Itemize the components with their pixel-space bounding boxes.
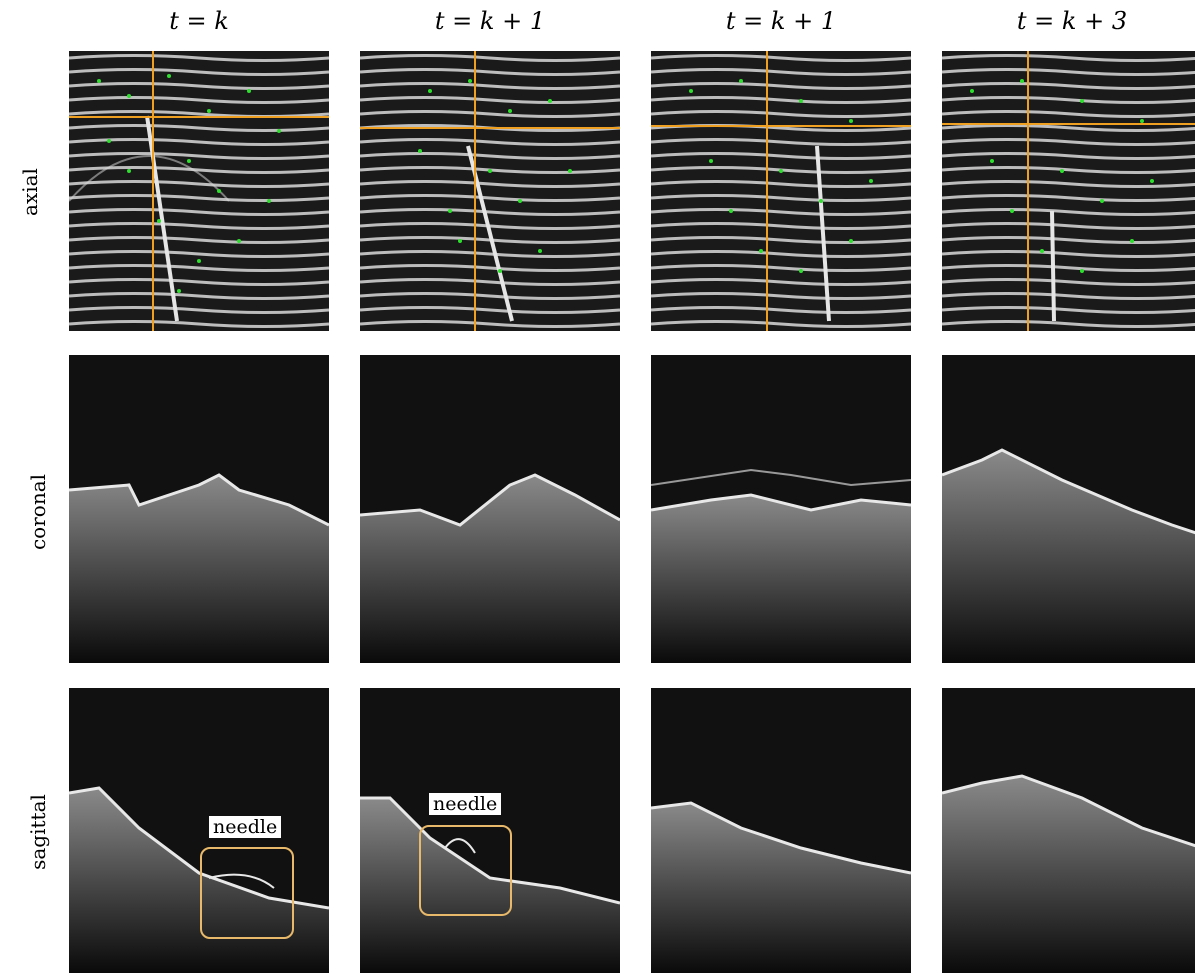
row-label-axial: axial bbox=[17, 168, 42, 216]
axial-panel-4 bbox=[942, 51, 1195, 331]
axial-image-1 bbox=[69, 51, 329, 331]
needle-label-1: needle bbox=[209, 816, 282, 838]
sagittal-image-1 bbox=[69, 688, 329, 973]
coronal-panel-2 bbox=[360, 355, 620, 663]
axial-panel-2 bbox=[360, 51, 620, 331]
needle-box-2 bbox=[419, 825, 512, 916]
axial-image-2 bbox=[360, 51, 620, 331]
axial-panel-1 bbox=[69, 51, 329, 331]
sagittal-panel-4 bbox=[942, 688, 1195, 973]
sagittal-panel-2 bbox=[360, 688, 620, 973]
coronal-image-2 bbox=[360, 355, 620, 663]
needle-box-1 bbox=[200, 847, 294, 939]
needle-label-2: needle bbox=[429, 793, 502, 815]
coronal-image-4 bbox=[942, 355, 1195, 663]
sagittal-panel-1 bbox=[69, 688, 329, 973]
coronal-panel-1 bbox=[69, 355, 329, 663]
column-title-1: t = k bbox=[169, 7, 229, 35]
column-title-2: t = k + 1 bbox=[434, 7, 546, 35]
column-title-3: t = k + 1 bbox=[725, 7, 837, 35]
coronal-image-1 bbox=[69, 355, 329, 663]
sagittal-image-4 bbox=[942, 688, 1195, 973]
sagittal-image-2 bbox=[360, 688, 620, 973]
sagittal-panel-3 bbox=[651, 688, 911, 973]
sagittal-image-3 bbox=[651, 688, 911, 973]
row-label-sagittal: sagittal bbox=[25, 794, 50, 870]
coronal-panel-4 bbox=[942, 355, 1195, 663]
coronal-image-3 bbox=[651, 355, 911, 663]
axial-panel-3 bbox=[651, 51, 911, 331]
coronal-panel-3 bbox=[651, 355, 911, 663]
row-label-coronal: coronal bbox=[26, 473, 51, 551]
axial-image-3 bbox=[651, 51, 911, 331]
column-title-4: t = k + 3 bbox=[1016, 7, 1128, 35]
axial-image-4 bbox=[942, 51, 1195, 331]
